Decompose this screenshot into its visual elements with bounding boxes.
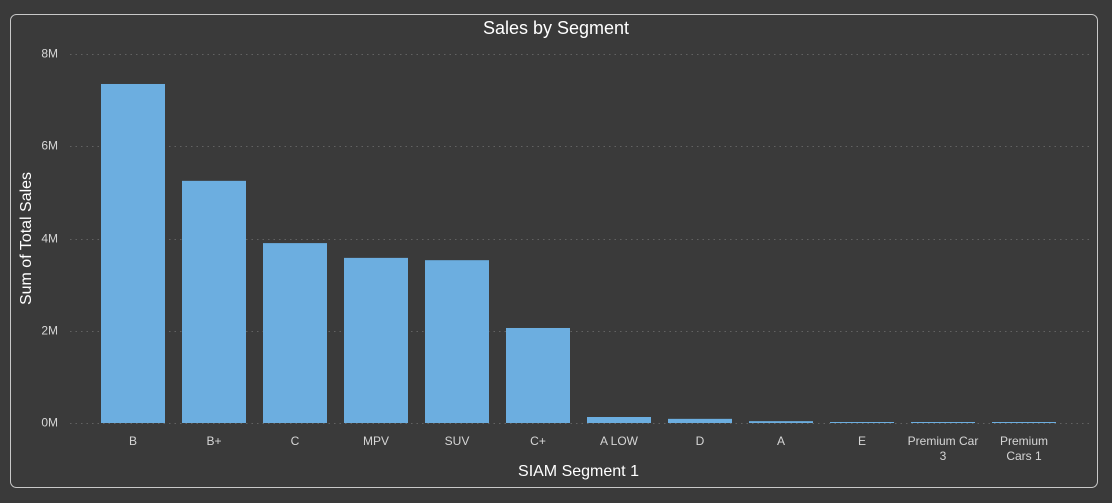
x-axis-title: SIAM Segment 1	[518, 463, 639, 480]
bar-a-low[interactable]	[587, 417, 651, 423]
y-tick-label: 2M	[41, 324, 58, 338]
bar-a[interactable]	[749, 421, 813, 423]
y-axis-tick-labels: 0M 2M 4M 6M 8M	[41, 47, 58, 430]
bars	[101, 83, 1056, 423]
y-tick-label: 8M	[41, 47, 58, 61]
bar-mpv[interactable]	[344, 257, 408, 423]
bar-premium-car-3[interactable]	[911, 422, 975, 423]
bar-suv[interactable]	[425, 260, 489, 423]
y-tick-label: 6M	[41, 139, 58, 153]
bar-d[interactable]	[668, 418, 732, 423]
bar-b[interactable]	[101, 83, 165, 423]
y-axis-title: Sum of Total Sales	[18, 172, 35, 305]
chart-frame	[10, 14, 1098, 488]
bar-premium-cars-1[interactable]	[992, 422, 1056, 423]
bar-c[interactable]	[506, 327, 570, 423]
y-tick-label: 4M	[41, 232, 58, 246]
bar-c[interactable]	[263, 243, 327, 423]
chart-title: Sales by Segment	[483, 18, 629, 38]
bar-e[interactable]	[830, 422, 894, 423]
y-tick-label: 0M	[41, 416, 58, 430]
bar-b[interactable]	[182, 180, 246, 423]
